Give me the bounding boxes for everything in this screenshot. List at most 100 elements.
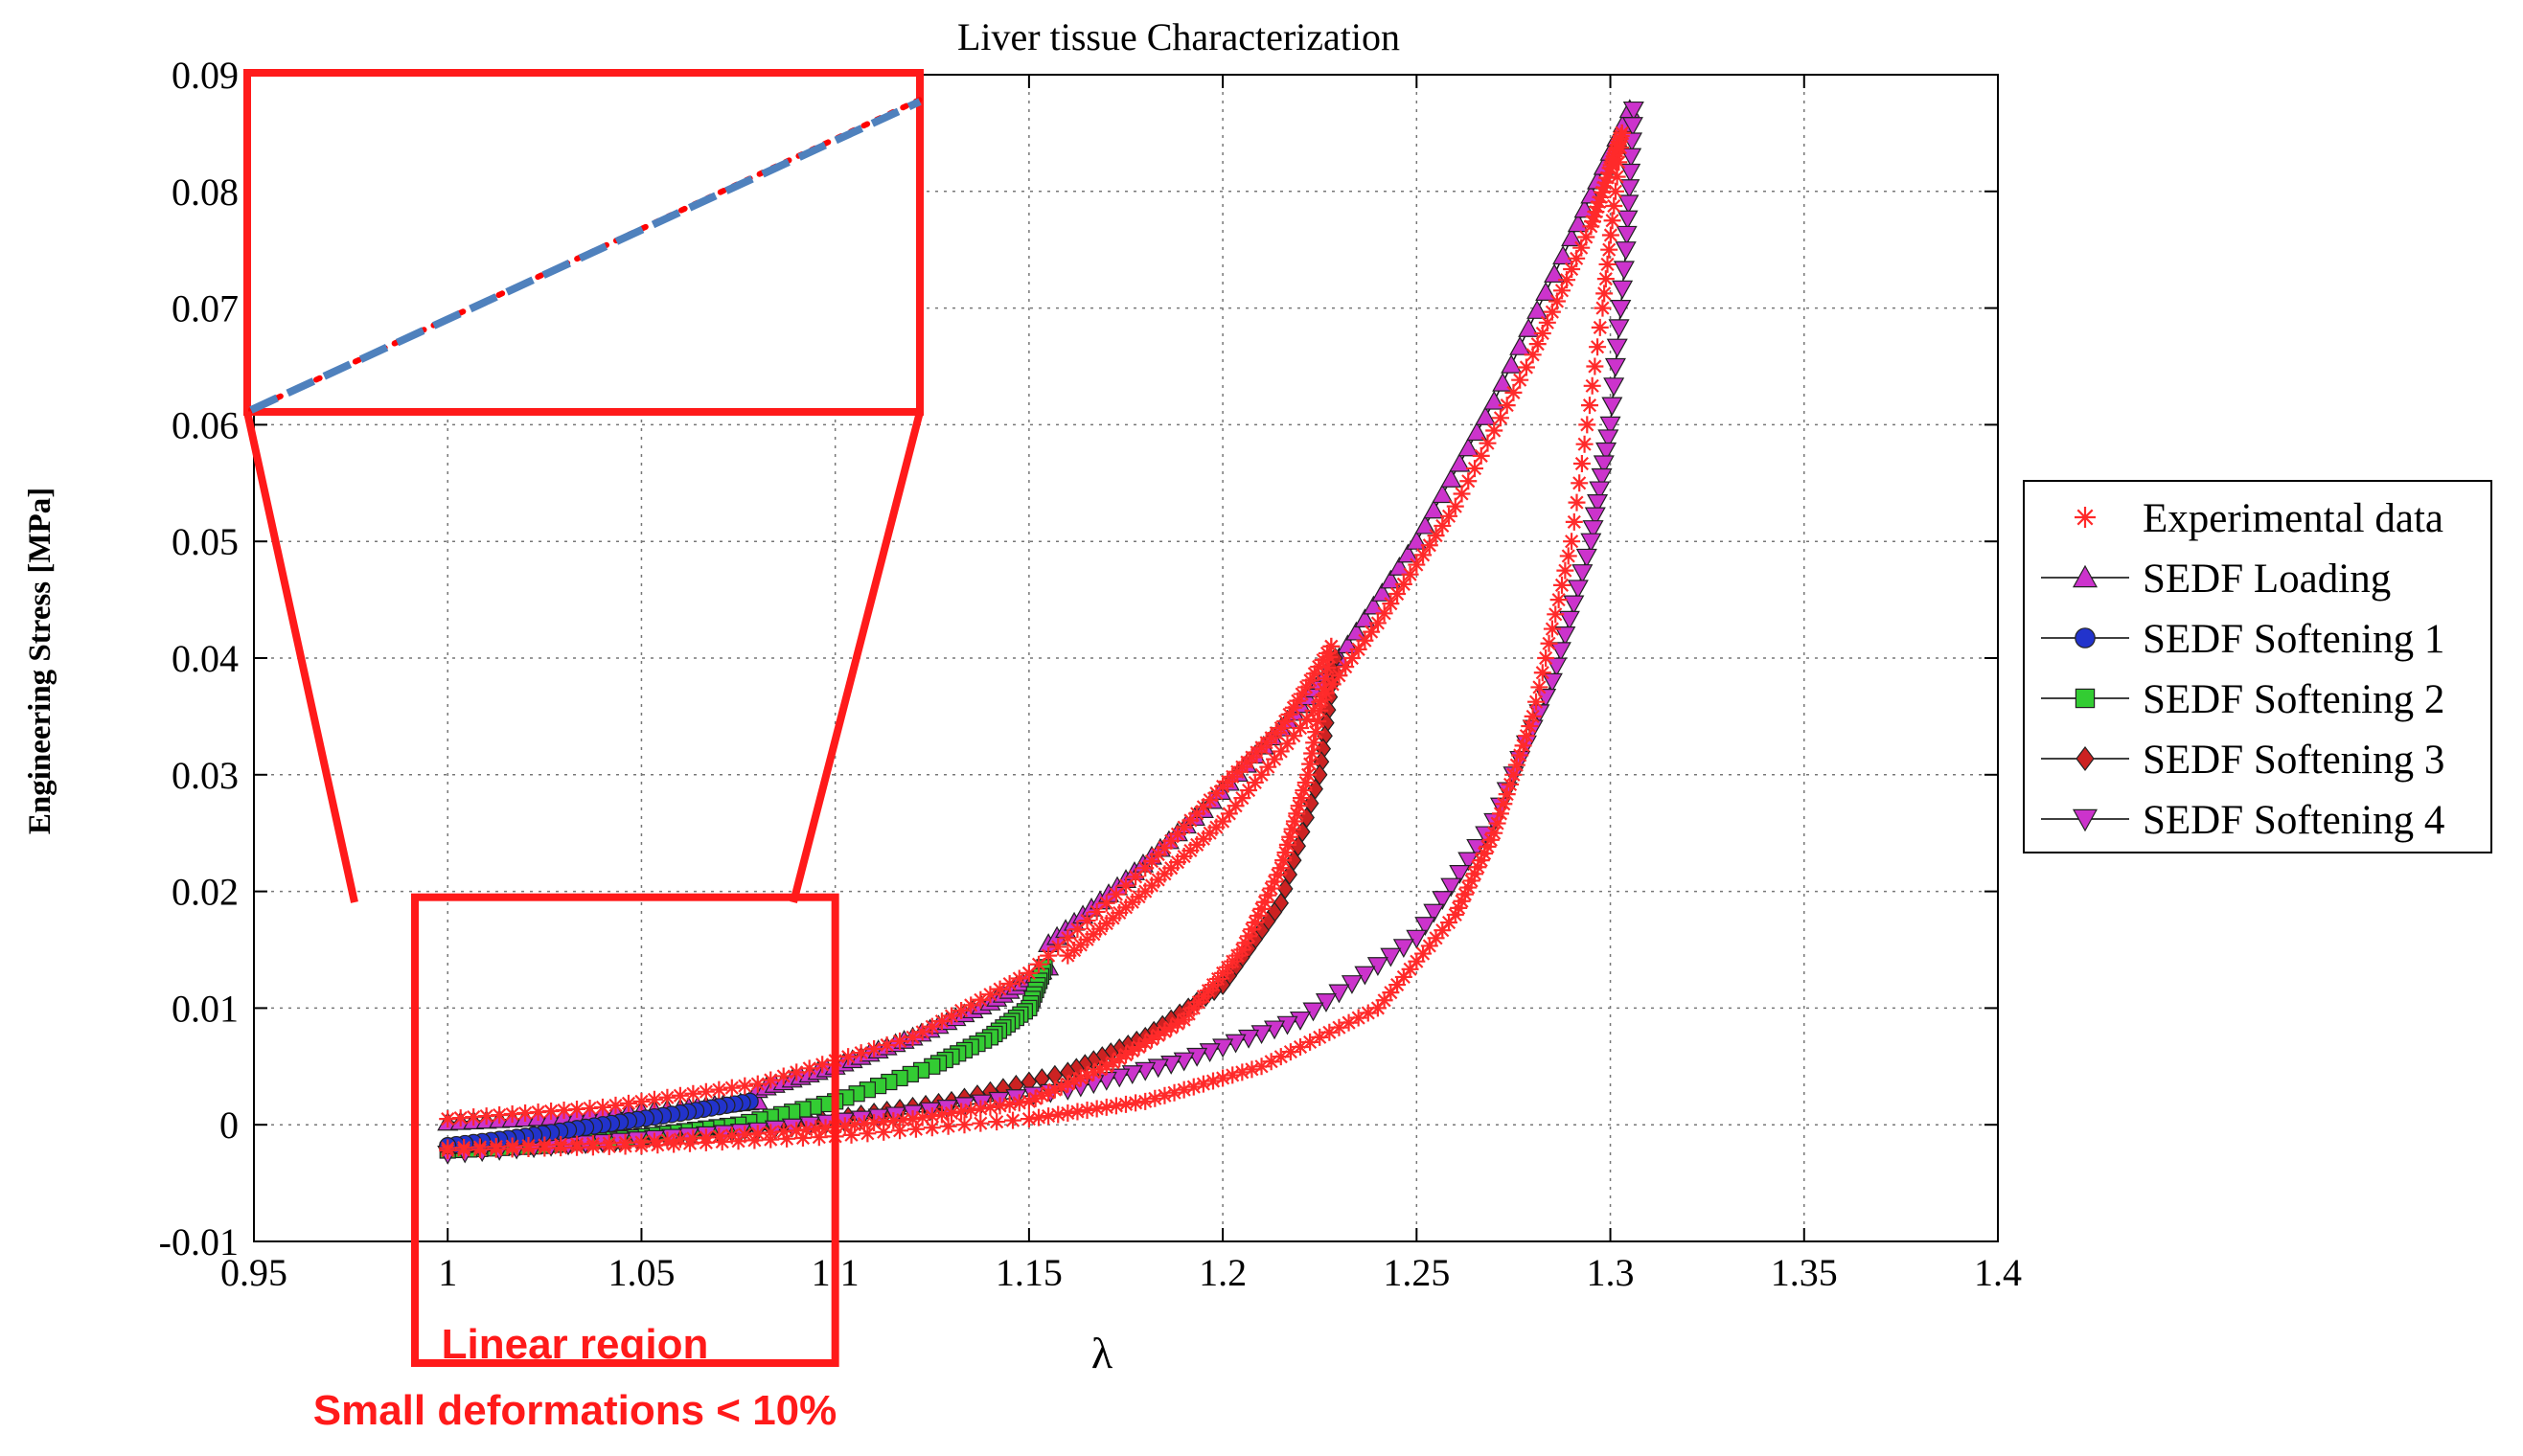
data-point [1342,649,1361,667]
data-point [856,1115,873,1133]
data-point [568,1100,586,1118]
data-point [1040,946,1058,965]
data-point [519,1139,538,1157]
data-point [1423,499,1445,519]
data-point [1440,877,1462,898]
legend-item: SEDF Loading [2041,557,2391,602]
data-point [1136,859,1155,877]
data-point [923,1017,941,1035]
data-point [865,1040,883,1058]
data-point [503,1140,521,1158]
data-point [1538,313,1556,331]
data-point [1288,805,1306,823]
data-point [1175,818,1193,836]
data-point [1594,178,1613,196]
data-point [1549,591,1568,609]
data-point [1537,649,1555,667]
data-point [884,1112,903,1130]
data-point [1301,1033,1319,1051]
data-point [797,1121,815,1139]
data-point [814,1056,832,1074]
data-point [981,986,999,1004]
data-point [529,1103,547,1122]
data-point [1526,300,1548,319]
data-point [684,1129,702,1148]
data-point [491,1106,509,1125]
series-sedf-softening-4 [437,101,1644,1165]
data-point [1240,927,1258,945]
data-point [1472,446,1490,465]
data-point [451,1109,470,1127]
data-point [1278,835,1296,853]
data-point [1549,642,1571,662]
data-point [1359,1004,1377,1022]
data-point [439,1142,457,1159]
data-point [1049,1105,1067,1124]
data-point [1319,659,1337,677]
data-point [1165,1083,1183,1102]
data-point [1446,905,1464,923]
data-point [1507,756,1525,774]
data-point [1613,261,1635,281]
data-point [1297,678,1316,696]
data-point [1149,1026,1167,1044]
data-point [1330,667,1348,685]
data-point [1453,485,1471,503]
data-point [1544,263,1566,284]
data-point [1446,497,1464,515]
data-point [1071,1069,1089,1087]
data-point [1610,300,1632,319]
data-point [1546,657,1568,677]
data-point [1281,1043,1299,1061]
data-point [1491,409,1509,427]
legend-label: SEDF Loading [2143,557,2391,602]
y-tick-label: -0.01 [159,1220,239,1263]
data-point [1586,357,1604,375]
data-point [1394,575,1412,593]
data-point [1214,1069,1232,1087]
data-point [736,1126,754,1144]
data-point [439,1110,457,1128]
data-point [1476,845,1494,863]
data-point [1156,865,1174,883]
data-point [878,1035,896,1054]
data-point [1481,830,1500,849]
data-point [1589,481,1611,501]
data-point [1469,858,1487,876]
data-point [470,1141,489,1159]
data-point [1427,527,1445,545]
data-point [1127,1094,1145,1112]
data-point [1618,179,1640,198]
data-point [487,1140,505,1158]
data-point [1414,944,1433,963]
data-point [632,1137,651,1155]
data-point [1322,637,1341,655]
data-point [684,1084,702,1103]
data-point [923,1119,941,1137]
data-point [713,1133,731,1151]
data-point [1311,693,1329,711]
data-point [1440,914,1458,932]
data-point [891,1032,909,1050]
data-point [581,1099,599,1117]
data-point [1305,734,1323,752]
legend-marker [2075,627,2096,648]
data-point [1610,153,1628,171]
data-point [1440,468,1462,488]
data-point [1280,705,1298,723]
data-point [1194,1075,1212,1093]
data-point [1580,397,1598,415]
data-point [1449,452,1471,472]
data-point [1259,886,1277,904]
data-point [1584,213,1602,231]
data-point [845,1116,863,1134]
data-point [1504,383,1523,401]
x-tick-label: 1.15 [996,1251,1063,1294]
data-point [1136,1034,1155,1052]
data-point [1567,580,1589,600]
data-point [745,1131,764,1149]
legend: Experimental data SEDF Loading SEDF Soften… [2023,480,2492,853]
data-point [1311,1028,1329,1046]
data-point [1236,934,1254,952]
data-point [1612,280,1634,300]
